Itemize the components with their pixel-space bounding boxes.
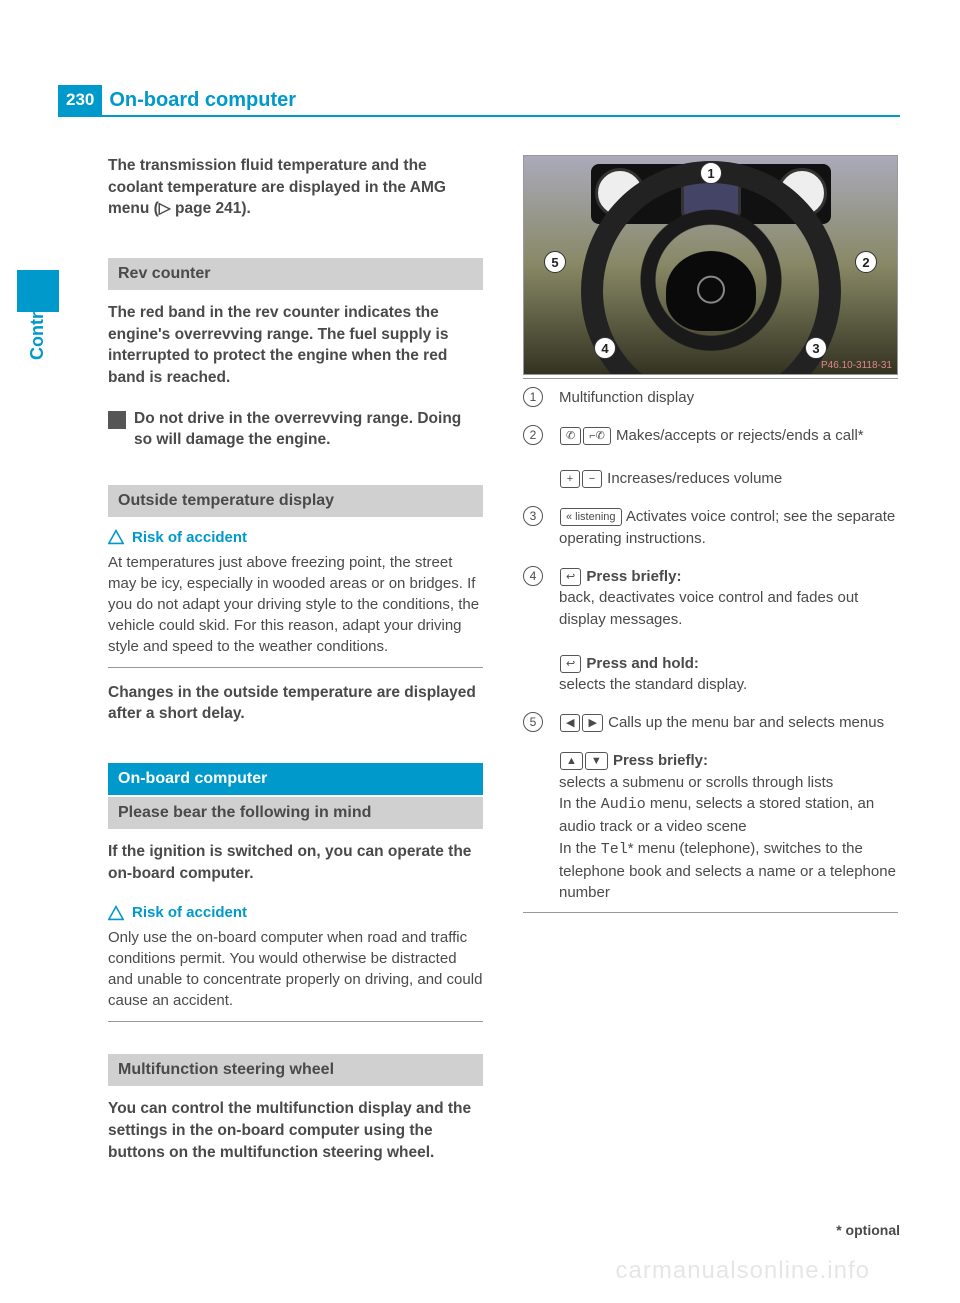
phone-reject-icon: ⌐✆ — [583, 427, 611, 445]
down-arrow-icon: ▼ — [585, 752, 608, 770]
warning-title-2: Risk of accident — [108, 904, 483, 921]
outside-temp-heading: Outside temperature display — [108, 485, 483, 517]
header-title: On-board computer — [104, 89, 296, 112]
warning-triangle-icon — [108, 905, 124, 921]
back-icon: ↩ — [560, 568, 581, 586]
legend-text-3: « listening Activates voice control; see… — [559, 506, 898, 550]
legend-row-6: ▲▼ Press briefly: selects a submenu or s… — [523, 742, 898, 912]
legend-text-6: ▲▼ Press briefly: selects a submenu or s… — [559, 750, 898, 904]
legend-text-4: ↩ Press briefly: back, deactivates voice… — [559, 566, 898, 697]
outside-warning-body: At temperatures just above freezing poin… — [108, 552, 483, 657]
onboard-heading: On-board computer — [108, 763, 483, 795]
warning-triangle-icon — [108, 529, 124, 545]
rev-counter-heading: Rev counter — [108, 258, 483, 290]
outside-body: Changes in the outside temperature are d… — [108, 682, 483, 725]
onboard-warning-body: Only use the on-board computer when road… — [108, 927, 483, 1011]
legend-text-5: ◀▶ Calls up the menu bar and selects men… — [559, 712, 898, 734]
rev-notice-text: Do not drive in the overrevving range. D… — [134, 409, 483, 451]
legend-table: 1 Multifunction display 2 ✆⌐✆ Makes/acce… — [523, 378, 898, 913]
callout-4: 4 — [594, 337, 616, 359]
left-arrow-icon: ◀ — [560, 714, 580, 732]
right-arrow-icon: ▶ — [582, 714, 602, 732]
legend-num-4: 4 — [523, 566, 543, 586]
back-icon-2: ↩ — [560, 655, 581, 673]
voice-icon: « listening — [560, 508, 622, 526]
rev-counter-body: The red band in the rev counter indicate… — [108, 302, 483, 389]
legend-text-1: Multifunction display — [559, 387, 898, 409]
image-label: P46.10-3118-31 — [821, 360, 892, 371]
legend-row-4: 4 ↩ Press briefly: back, deactivates voi… — [523, 558, 898, 705]
callout-5: 5 — [544, 251, 566, 273]
multifn-heading: Multifunction steering wheel — [108, 1054, 483, 1086]
multifn-body: You can control the multifunction displa… — [108, 1098, 483, 1163]
left-column: The transmission fluid temperature and t… — [108, 155, 483, 1183]
warning-title: Risk of accident — [108, 529, 483, 546]
legend-row-2: 2 ✆⌐✆ Makes/accepts or rejects/ends a ca… — [523, 417, 898, 498]
page-number: 230 — [58, 85, 102, 115]
vol-up-icon: + — [560, 470, 580, 488]
up-arrow-icon: ▲ — [560, 752, 583, 770]
page-header: 230 On-board computer — [58, 85, 900, 117]
callout-1: 1 — [700, 162, 722, 184]
onboard-warning: Risk of accident Only use the on-board c… — [108, 904, 483, 1022]
legend-row-1: 1 Multifunction display — [523, 379, 898, 417]
info-icon — [108, 411, 126, 429]
warning-label-2: Risk of accident — [132, 904, 247, 921]
intro-text: The transmission fluid temperature and t… — [108, 155, 483, 220]
callout-3: 3 — [805, 337, 827, 359]
legend-text-2: ✆⌐✆ Makes/accepts or rejects/ends a call… — [559, 425, 898, 490]
optional-footnote: * optional — [836, 1222, 900, 1238]
warning-label: Risk of accident — [132, 529, 247, 546]
watermark: carmanualsonline.info — [616, 1257, 870, 1285]
vol-down-icon: − — [582, 470, 602, 488]
legend-row-3: 3 « listening Activates voice control; s… — [523, 498, 898, 558]
onboard-body: If the ignition is switched on, you can … — [108, 841, 483, 884]
phone-accept-icon: ✆ — [560, 427, 581, 445]
sidebar-label: Controls — [27, 286, 48, 360]
rev-notice: Do not drive in the overrevving range. D… — [108, 409, 483, 451]
legend-num-2: 2 — [523, 425, 543, 445]
legend-num-3: 3 — [523, 506, 543, 526]
legend-num-1: 1 — [523, 387, 543, 407]
steering-wheel-image: 1 2 3 4 5 P46.10-3118-31 — [523, 155, 898, 375]
legend-row-5: 5 ◀▶ Calls up the menu bar and selects m… — [523, 704, 898, 742]
outside-warning: Risk of accident At temperatures just ab… — [108, 529, 483, 668]
onboard-subheading: Please bear the following in mind — [108, 797, 483, 829]
legend-num-5: 5 — [523, 712, 543, 732]
callout-2: 2 — [855, 251, 877, 273]
right-column: 1 2 3 4 5 P46.10-3118-31 1 Multifunction… — [523, 155, 898, 1183]
